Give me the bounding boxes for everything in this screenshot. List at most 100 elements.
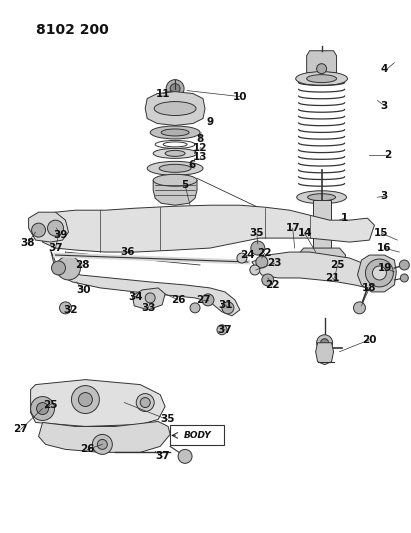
Ellipse shape xyxy=(161,129,189,136)
Circle shape xyxy=(56,256,81,280)
Text: 11: 11 xyxy=(156,88,171,99)
Text: 6: 6 xyxy=(188,160,196,171)
Polygon shape xyxy=(30,379,165,426)
Circle shape xyxy=(222,302,234,314)
Polygon shape xyxy=(307,51,337,72)
Circle shape xyxy=(316,63,327,74)
Circle shape xyxy=(37,402,48,415)
Text: 32: 32 xyxy=(63,305,78,315)
Text: 14: 14 xyxy=(297,228,312,238)
Ellipse shape xyxy=(163,142,187,147)
Text: 28: 28 xyxy=(75,260,90,270)
Polygon shape xyxy=(153,180,197,205)
Circle shape xyxy=(48,220,63,236)
Ellipse shape xyxy=(153,148,197,158)
Text: 35: 35 xyxy=(249,228,264,238)
Ellipse shape xyxy=(154,102,196,116)
Polygon shape xyxy=(358,255,396,292)
Circle shape xyxy=(237,253,247,263)
Ellipse shape xyxy=(147,161,203,175)
Circle shape xyxy=(178,449,192,463)
Polygon shape xyxy=(145,92,205,125)
Circle shape xyxy=(136,393,154,411)
Text: 19: 19 xyxy=(378,263,393,273)
Text: 31: 31 xyxy=(219,300,233,310)
Polygon shape xyxy=(298,248,346,275)
Text: BODY: BODY xyxy=(184,431,212,440)
Text: 27: 27 xyxy=(196,295,210,305)
Text: 21: 21 xyxy=(326,273,340,283)
Circle shape xyxy=(97,439,107,449)
Text: 5: 5 xyxy=(181,180,189,190)
Ellipse shape xyxy=(165,150,185,156)
Ellipse shape xyxy=(297,191,346,204)
Circle shape xyxy=(79,393,92,407)
Circle shape xyxy=(202,294,214,306)
Text: 37: 37 xyxy=(217,325,232,335)
Polygon shape xyxy=(39,422,170,453)
Text: 4: 4 xyxy=(381,63,388,74)
Text: 22: 22 xyxy=(258,248,272,258)
Polygon shape xyxy=(51,250,240,316)
Circle shape xyxy=(400,274,408,282)
Circle shape xyxy=(30,397,55,421)
Text: 3: 3 xyxy=(381,101,388,110)
Circle shape xyxy=(321,339,328,347)
Circle shape xyxy=(140,398,150,408)
Circle shape xyxy=(365,259,393,287)
Circle shape xyxy=(166,79,184,98)
Text: 20: 20 xyxy=(362,335,377,345)
Text: 39: 39 xyxy=(53,230,68,240)
Ellipse shape xyxy=(159,164,191,172)
Text: 10: 10 xyxy=(233,92,247,102)
Text: 24: 24 xyxy=(240,250,255,260)
Text: 27: 27 xyxy=(13,424,28,434)
Text: 18: 18 xyxy=(362,283,377,293)
Text: 34: 34 xyxy=(128,292,143,302)
Circle shape xyxy=(145,293,155,303)
Text: 12: 12 xyxy=(193,143,207,154)
Polygon shape xyxy=(316,343,334,365)
Ellipse shape xyxy=(307,75,337,83)
Text: 17: 17 xyxy=(285,223,300,233)
Circle shape xyxy=(316,335,332,351)
Circle shape xyxy=(32,223,46,237)
Text: 30: 30 xyxy=(76,285,91,295)
Circle shape xyxy=(72,385,99,414)
FancyBboxPatch shape xyxy=(170,425,224,446)
Circle shape xyxy=(92,434,112,454)
Circle shape xyxy=(353,302,365,314)
Text: 26: 26 xyxy=(80,445,95,454)
Ellipse shape xyxy=(150,126,200,139)
Bar xyxy=(313,200,330,248)
Circle shape xyxy=(60,302,72,314)
Ellipse shape xyxy=(308,194,335,201)
Text: 33: 33 xyxy=(141,303,155,313)
Text: 1: 1 xyxy=(341,213,348,223)
Text: 25: 25 xyxy=(43,400,58,409)
Circle shape xyxy=(372,266,386,280)
Polygon shape xyxy=(29,212,69,242)
Circle shape xyxy=(51,261,65,275)
Text: 23: 23 xyxy=(268,258,282,268)
Text: 16: 16 xyxy=(377,243,392,253)
Polygon shape xyxy=(132,288,165,310)
Text: 2: 2 xyxy=(384,150,391,160)
Text: 9: 9 xyxy=(206,117,214,127)
Circle shape xyxy=(190,303,200,313)
Text: 35: 35 xyxy=(160,415,174,424)
Text: 15: 15 xyxy=(374,228,389,238)
Text: 26: 26 xyxy=(171,295,185,305)
Ellipse shape xyxy=(153,174,197,186)
Circle shape xyxy=(217,325,227,335)
Ellipse shape xyxy=(296,71,348,86)
Text: 38: 38 xyxy=(21,238,35,248)
Circle shape xyxy=(399,260,409,270)
Ellipse shape xyxy=(155,140,195,148)
Circle shape xyxy=(250,265,260,275)
Circle shape xyxy=(251,241,265,255)
Text: 3: 3 xyxy=(381,191,388,201)
Text: 36: 36 xyxy=(120,247,134,257)
Text: 13: 13 xyxy=(193,152,207,163)
Text: 22: 22 xyxy=(266,280,280,290)
